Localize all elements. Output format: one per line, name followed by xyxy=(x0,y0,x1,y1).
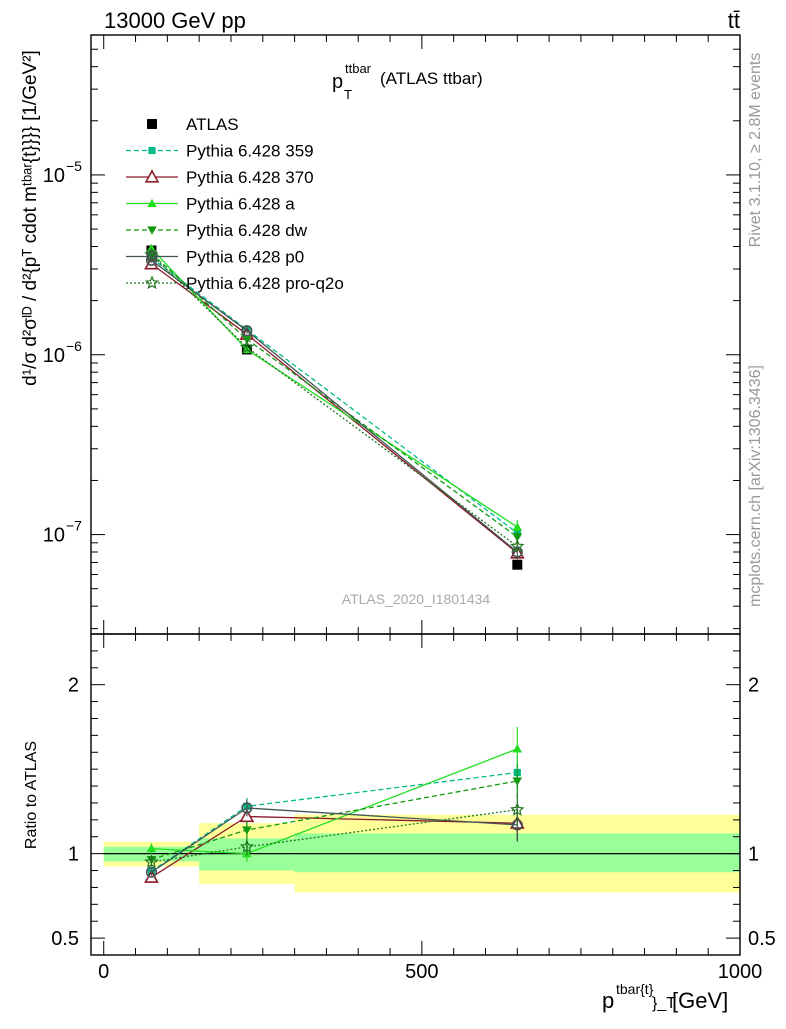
legend-entry-5: Pythia 6.428 p0 xyxy=(126,248,304,267)
svg-text:T: T xyxy=(344,87,352,102)
legend-marker-1 xyxy=(148,146,156,155)
ratio-ytick-label-left-0: 0.5 xyxy=(51,928,79,950)
ratio-panel xyxy=(144,726,525,883)
rivet-version-label: Rivet 3.1.10, ≥ 2.8M events xyxy=(747,53,764,248)
svg-text:(ATLAS ttbar): (ATLAS ttbar) xyxy=(380,69,483,88)
main-series-4 xyxy=(146,250,523,543)
legend-label-4: Pythia 6.428 dw xyxy=(186,221,308,240)
main-point-6-1 xyxy=(239,339,255,354)
ratio-point-2-2 xyxy=(512,744,523,753)
svg-text:[GeV]: [GeV] xyxy=(672,988,728,1013)
mcplots-label: mcplots.cern.ch [arXiv:1306.3436] xyxy=(747,365,764,607)
header-process-label: tt̄ xyxy=(728,8,740,33)
main-title: p ttbar T (ATLAS ttbar) xyxy=(332,61,483,102)
legend-marker-0 xyxy=(147,119,157,129)
main-series-1 xyxy=(147,254,521,539)
main-ytick-label-1: 10 xyxy=(43,345,65,367)
ratio-point-5-2 xyxy=(510,802,525,816)
ratio-point-5-1 xyxy=(239,839,255,853)
xtick-label-0: 0 xyxy=(98,961,109,983)
main-point-6-2 xyxy=(510,538,525,553)
legend-label-0: ATLAS xyxy=(186,115,239,134)
ratio-ytick-label-left-1: 1 xyxy=(68,844,79,866)
ratio-point-5-0 xyxy=(144,854,159,869)
svg-text:tbar{t}: tbar{t} xyxy=(616,981,654,997)
ratio-point-4-1 xyxy=(241,802,253,814)
legend-entry-2: Pythia 6.428 370 xyxy=(126,168,314,187)
legend-marker-5 xyxy=(146,250,158,263)
svg-text:}_T: }_T xyxy=(652,995,676,1012)
legend-entry-3: Pythia 6.428 a xyxy=(126,195,295,214)
ratio-ytick-label-right-0: 0.5 xyxy=(748,928,776,950)
main-ytick-exponent-2: −7 xyxy=(66,518,82,534)
legend-label-3: Pythia 6.428 a xyxy=(186,195,295,214)
main-ytick-label-2: 10 xyxy=(43,525,65,547)
legend-label-2: Pythia 6.428 370 xyxy=(186,168,314,187)
legend-label-5: Pythia 6.428 p0 xyxy=(186,248,304,267)
ratio-series-4 xyxy=(145,799,523,878)
main-series-2 xyxy=(144,256,525,560)
legend-marker-3 xyxy=(147,198,157,208)
ratio-y-axis-label: Ratio to ATLAS xyxy=(23,741,40,849)
ratio-frame xyxy=(90,633,741,956)
svg-text:p: p xyxy=(332,71,343,93)
ratio-bands xyxy=(103,814,740,893)
svg-text:ttbar: ttbar xyxy=(345,61,372,76)
legend-marker-4 xyxy=(147,226,157,235)
legend-label-1: Pythia 6.428 359 xyxy=(186,142,314,161)
ratio-ytick-label-left-2: 2 xyxy=(68,675,79,697)
main-point-5-1 xyxy=(241,325,253,337)
legend-entry-6: Pythia 6.428 pro-q2o xyxy=(126,274,344,293)
ratio-series-3 xyxy=(146,764,523,865)
legend: ATLAS Pythia 6.428 359 Pythia 6.428 370 Pyt… xyxy=(126,115,344,293)
header-energy-label: 13000 GeV pp xyxy=(104,8,246,33)
analysis-watermark: ATLAS_2020_I1801434 xyxy=(342,591,491,607)
main-series-6 xyxy=(144,247,525,553)
legend-marker-2 xyxy=(144,169,160,183)
ratio-series-5 xyxy=(144,792,525,869)
legend-entry-0: ATLAS xyxy=(147,115,239,134)
ratio-point-4-0 xyxy=(145,866,158,878)
main-point-3-2 xyxy=(512,522,523,531)
main-ytick-exponent-0: −5 xyxy=(66,158,82,174)
xtick-label-1: 500 xyxy=(405,961,438,983)
ratio-ytick-label-right-1: 1 xyxy=(748,844,759,866)
legend-marker-6 xyxy=(144,275,160,290)
ratio-point-3-2 xyxy=(512,777,523,786)
legend-entry-4: Pythia 6.428 dw xyxy=(126,221,308,240)
main-series-line-1 xyxy=(151,257,518,534)
svg-text:p: p xyxy=(602,988,614,1013)
xtick-label-2: 1000 xyxy=(718,961,763,983)
main-ytick-exponent-1: −6 xyxy=(66,338,82,354)
ratio-point-3-1 xyxy=(242,826,252,835)
main-point-0-2 xyxy=(512,559,523,570)
main-point-4-2 xyxy=(512,533,523,542)
main-panel xyxy=(144,243,525,570)
main-y-axis-label: d¹/σ d²σᴵᴰ / d²{pᵀ cdot mᵗᵇᵃʳ{t}}}} [1/G… xyxy=(20,50,41,386)
x-axis-label: p tbar{t} }_T [GeV] xyxy=(602,981,728,1013)
ratio-ytick-label-right-2: 2 xyxy=(748,675,759,697)
main-ytick-label-0: 10 xyxy=(43,165,65,187)
legend-label-6: Pythia 6.428 pro-q2o xyxy=(186,274,344,293)
legend-entry-1: Pythia 6.428 359 xyxy=(126,142,314,161)
ratio-point-2-0 xyxy=(146,843,157,853)
